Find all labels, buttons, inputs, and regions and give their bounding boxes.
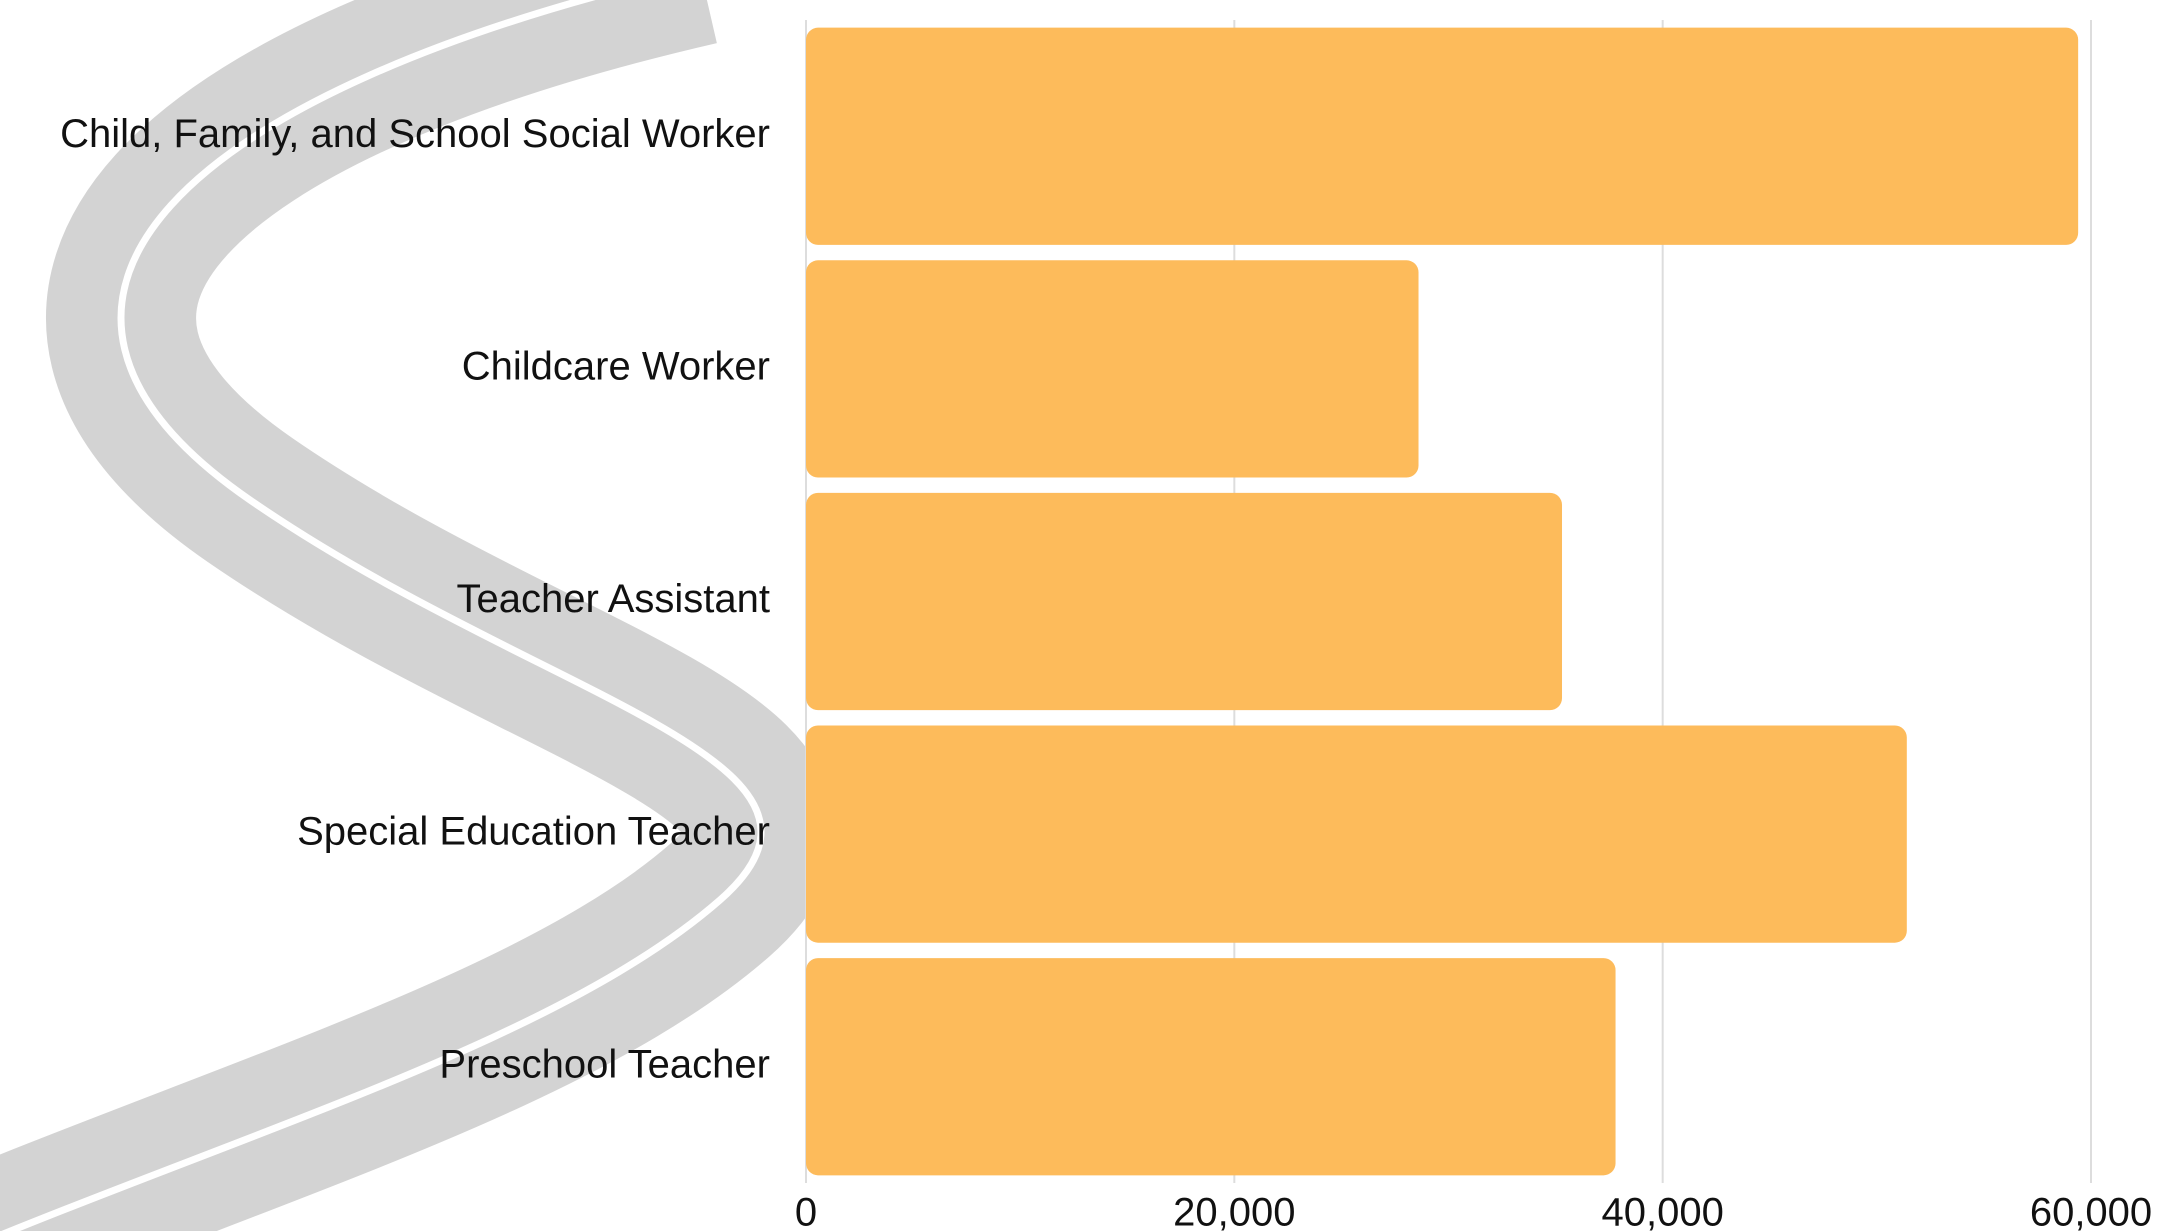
x-tick-label: 60,000 (2030, 1191, 2152, 1231)
x-tick-label: 20,000 (1173, 1191, 1295, 1231)
y-tick-label: Preschool Teacher (439, 1042, 770, 1086)
bar (806, 493, 1562, 710)
x-tick-label: 0 (795, 1191, 817, 1231)
y-tick-label: Child, Family, and School Social Worker (60, 112, 770, 156)
bar (806, 958, 1616, 1175)
y-tick-label: Special Education Teacher (297, 810, 770, 854)
bar (806, 260, 1419, 477)
y-tick-label: Teacher Assistant (457, 577, 771, 621)
x-tick-label: 40,000 (1601, 1191, 1723, 1231)
y-tick-label: Childcare Worker (462, 344, 770, 388)
bar (806, 725, 1907, 942)
bar (806, 28, 2078, 245)
chart: 0 20,000 40,000 60,000 Child, Family, and Sc… (0, 0, 2160, 1231)
